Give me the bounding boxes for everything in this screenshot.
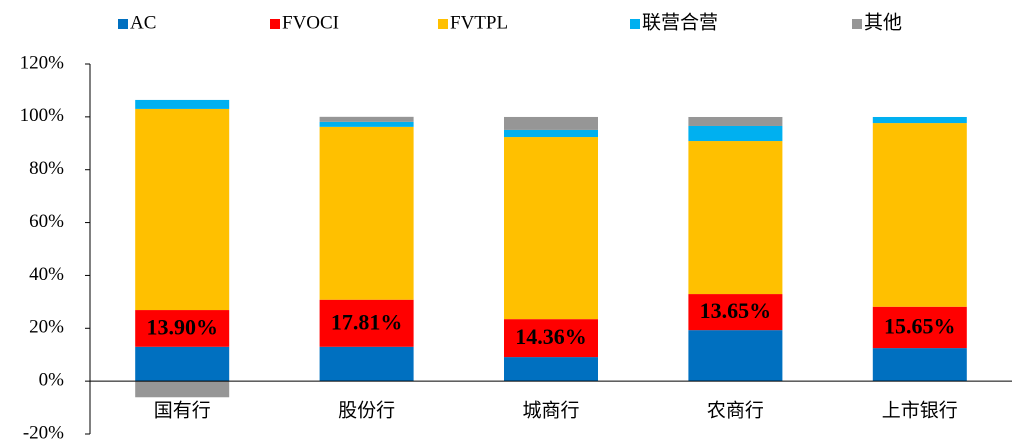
- bar-segment: [319, 126, 414, 300]
- legend-swatch: [852, 19, 862, 29]
- legend-label: 其他: [864, 11, 902, 33]
- y-tick-label: 60%: [29, 211, 64, 232]
- bar-segment: [135, 310, 230, 347]
- legend-swatch: [118, 19, 128, 29]
- y-tick-label: -20%: [23, 422, 64, 443]
- legend-label: FVTPL: [450, 12, 508, 33]
- legend-label: AC: [130, 12, 156, 33]
- value-label: 13.65%: [700, 298, 772, 323]
- legend-label: FVOCI: [282, 12, 339, 33]
- bar-segment: [688, 116, 783, 126]
- bar-segment: [135, 346, 230, 382]
- value-label: 13.90%: [146, 314, 218, 339]
- y-tick-label: 80%: [29, 158, 64, 179]
- legend-swatch: [630, 19, 640, 29]
- y-tick-label: 40%: [29, 264, 64, 285]
- x-tick-label: 农商行: [707, 399, 764, 421]
- bar-segment: [135, 108, 230, 311]
- bar-segment: [319, 299, 414, 347]
- value-label: 17.81%: [331, 309, 403, 334]
- bar-segment: [319, 116, 414, 122]
- x-tick-label: 城商行: [522, 399, 579, 421]
- x-tick-label: 上市银行: [882, 399, 958, 421]
- x-tick-label: 国有行: [154, 399, 211, 421]
- bar-segment: [135, 381, 230, 398]
- bar-segment: [504, 319, 598, 358]
- bar-segment: [688, 330, 783, 382]
- bar-segment: [504, 137, 598, 320]
- bar-segment: [319, 346, 414, 382]
- bar-segment: [504, 116, 598, 130]
- bar-segment: [872, 348, 967, 382]
- bar-segment: [872, 306, 967, 349]
- bar-segment: [688, 125, 783, 142]
- bar-segment: [688, 294, 783, 331]
- legend-swatch: [438, 19, 448, 29]
- bar-segment: [688, 141, 783, 295]
- legend-label: 联营合营: [642, 11, 718, 33]
- bar-segment: [872, 123, 967, 307]
- y-tick-label: 120%: [20, 52, 65, 73]
- y-tick-label: 100%: [20, 105, 65, 126]
- bar-segment: [872, 116, 967, 124]
- bar-segment: [504, 357, 598, 382]
- bar-segment: [504, 129, 598, 138]
- y-tick-label: 0%: [39, 370, 65, 391]
- x-tick-label: 股份行: [338, 399, 395, 421]
- y-tick-label: 20%: [29, 317, 64, 338]
- value-label: 15.65%: [884, 313, 956, 338]
- legend-swatch: [270, 19, 280, 29]
- value-label: 14.36%: [515, 324, 587, 349]
- bar-segment: [319, 121, 414, 127]
- bar-segment: [135, 99, 230, 109]
